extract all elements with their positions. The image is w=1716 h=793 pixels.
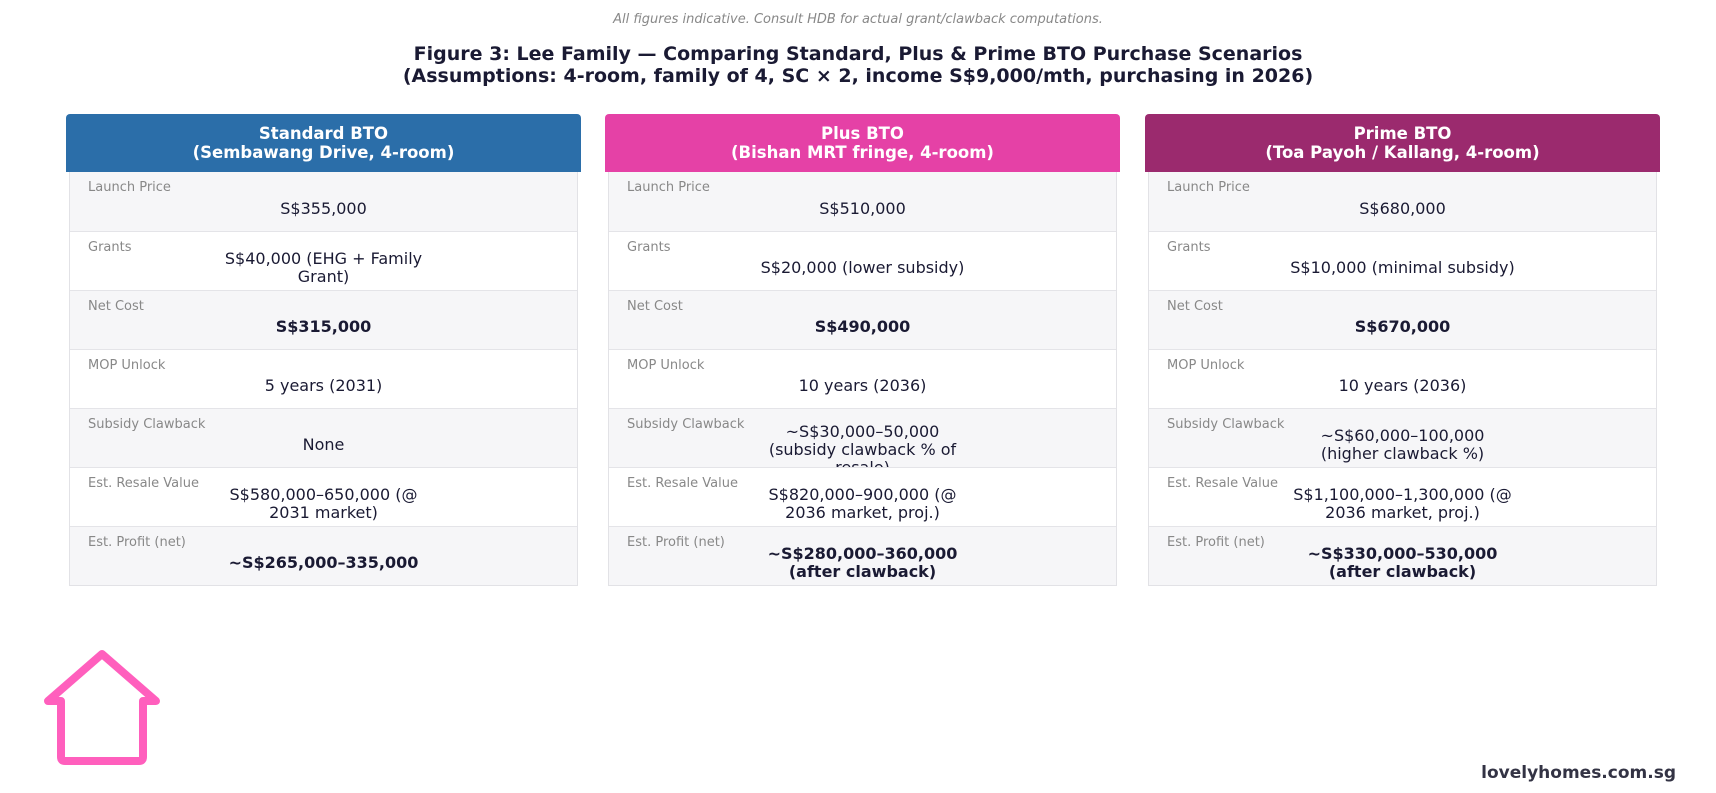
row-label: Net Cost <box>1167 299 1223 314</box>
row-value: S$670,000 <box>1354 317 1451 336</box>
row-label: Net Cost <box>88 299 144 314</box>
row-value: S$20,000 (lower subsidy) <box>760 258 965 277</box>
data-row: Est. Profit (net) ~S$330,000–530,000 (aft… <box>1149 526 1656 585</box>
footer-brand: lovelyhomes.com.sg <box>1481 763 1676 783</box>
column-card: Launch Price S$355,000 Grants S$40,000 (EHG… <box>69 172 578 586</box>
column-subtitle: (Sembawang Drive, 4-room) <box>192 143 455 162</box>
row-value: S$10,000 (minimal subsidy) <box>1290 258 1515 277</box>
column-header: Plus BTO (Bishan MRT fringe, 4-room) <box>605 114 1120 172</box>
scenario-column: Plus BTO (Bishan MRT fringe, 4-room) Launc… <box>605 114 1120 586</box>
row-label: Launch Price <box>627 180 710 195</box>
data-row: MOP Unlock 10 years (2036) <box>1149 349 1656 408</box>
data-row: Est. Profit (net) ~S$280,000–360,000 (aft… <box>609 526 1116 585</box>
row-value: ~S$60,000–100,000 (higher clawback %) <box>1320 426 1485 463</box>
data-row: Launch Price S$510,000 <box>609 172 1116 231</box>
data-row: MOP Unlock 5 years (2031) <box>70 349 577 408</box>
data-row: Est. Resale Value S$580,000–650,000 (@ 20… <box>70 467 577 526</box>
data-row: Net Cost S$670,000 <box>1149 290 1656 349</box>
data-row: Subsidy Clawback None <box>70 408 577 467</box>
title: Figure 3: Lee Family — Comparing Standar… <box>0 43 1716 87</box>
data-row: Net Cost S$315,000 <box>70 290 577 349</box>
data-row: Grants S$10,000 (minimal subsidy) <box>1149 231 1656 290</box>
row-value: ~S$280,000–360,000 (after clawback) <box>767 544 958 581</box>
row-label: Net Cost <box>627 299 683 314</box>
row-label: MOP Unlock <box>627 358 705 373</box>
row-label: MOP Unlock <box>88 358 166 373</box>
row-value: S$580,000–650,000 (@ 2031 market) <box>229 485 418 522</box>
row-label: Subsidy Clawback <box>88 417 206 432</box>
data-row: Est. Resale Value S$1,100,000–1,300,000 (… <box>1149 467 1656 526</box>
scenario-column: Standard BTO (Sembawang Drive, 4-room) Lau… <box>66 114 581 586</box>
column-header: Prime BTO (Toa Payoh / Kallang, 4-room) <box>1145 114 1660 172</box>
row-label: Grants <box>88 240 132 255</box>
column-card: Launch Price S$510,000 Grants S$20,000 (low… <box>608 172 1117 586</box>
title-line: Figure 3: Lee Family — Comparing Standar… <box>413 43 1303 65</box>
data-row: Grants S$20,000 (lower subsidy) <box>609 231 1116 290</box>
column-card: Launch Price S$680,000 Grants S$10,000 (min… <box>1148 172 1657 586</box>
row-value: 10 years (2036) <box>1338 376 1467 395</box>
row-label: Est. Resale Value <box>627 476 738 491</box>
row-value: S$680,000 <box>1359 198 1446 218</box>
row-value: S$1,100,000–1,300,000 (@ 2036 market, pr… <box>1293 485 1512 522</box>
row-label: Grants <box>1167 240 1211 255</box>
data-row: Launch Price S$355,000 <box>70 172 577 231</box>
row-value: S$490,000 <box>814 317 911 336</box>
row-value: ~S$330,000–530,000 (after clawback) <box>1307 544 1498 581</box>
column-subtitle: (Bishan MRT fringe, 4-room) <box>731 143 994 162</box>
row-value: ~S$265,000–335,000 <box>228 553 419 572</box>
column-title: Prime BTO <box>1353 124 1452 143</box>
title-line: (Assumptions: 4-room, family of 4, SC × … <box>402 65 1314 87</box>
row-value: S$820,000–900,000 (@ 2036 market, proj.) <box>768 485 957 522</box>
row-label: Subsidy Clawback <box>627 417 745 432</box>
row-value: S$315,000 <box>275 317 372 336</box>
column-title: Standard BTO <box>258 124 389 143</box>
data-row: Subsidy Clawback ~S$30,000–50,000 (subsid… <box>609 408 1116 477</box>
house-logo <box>44 650 160 765</box>
row-label: Launch Price <box>1167 180 1250 195</box>
row-value: None <box>302 435 345 454</box>
row-value: S$510,000 <box>819 198 906 218</box>
row-value: 5 years (2031) <box>264 376 383 395</box>
data-row: Launch Price S$680,000 <box>1149 172 1656 231</box>
row-label: Est. Resale Value <box>88 476 199 491</box>
data-row: Grants S$40,000 (EHG + Family Grant) <box>70 231 577 290</box>
column-title: Plus BTO <box>821 124 904 143</box>
data-row: MOP Unlock 10 years (2036) <box>609 349 1116 408</box>
column-header: Standard BTO (Sembawang Drive, 4-room) <box>66 114 581 172</box>
row-label: Launch Price <box>88 180 171 195</box>
data-row: Subsidy Clawback ~S$60,000–100,000 (highe… <box>1149 408 1656 467</box>
scenario-column: Prime BTO (Toa Payoh / Kallang, 4-room) La… <box>1145 114 1660 586</box>
row-value: S$40,000 (EHG + Family Grant) <box>224 249 423 286</box>
row-label: Subsidy Clawback <box>1167 417 1285 432</box>
row-label: Est. Profit (net) <box>627 535 725 550</box>
data-row: Est. Profit (net) ~S$265,000–335,000 <box>70 526 577 585</box>
row-label: Est. Profit (net) <box>88 535 186 550</box>
row-value: 10 years (2036) <box>798 376 927 395</box>
note: All figures indicative. Consult HDB for … <box>613 12 1103 27</box>
row-value: S$355,000 <box>280 198 367 218</box>
column-subtitle: (Toa Payoh / Kallang, 4-room) <box>1265 143 1540 162</box>
data-row: Net Cost S$490,000 <box>609 290 1116 349</box>
row-label: Grants <box>627 240 671 255</box>
row-label: Est. Profit (net) <box>1167 535 1265 550</box>
data-row: Est. Resale Value S$820,000–900,000 (@ 20… <box>609 467 1116 526</box>
row-label: Est. Resale Value <box>1167 476 1278 491</box>
row-label: MOP Unlock <box>1167 358 1245 373</box>
